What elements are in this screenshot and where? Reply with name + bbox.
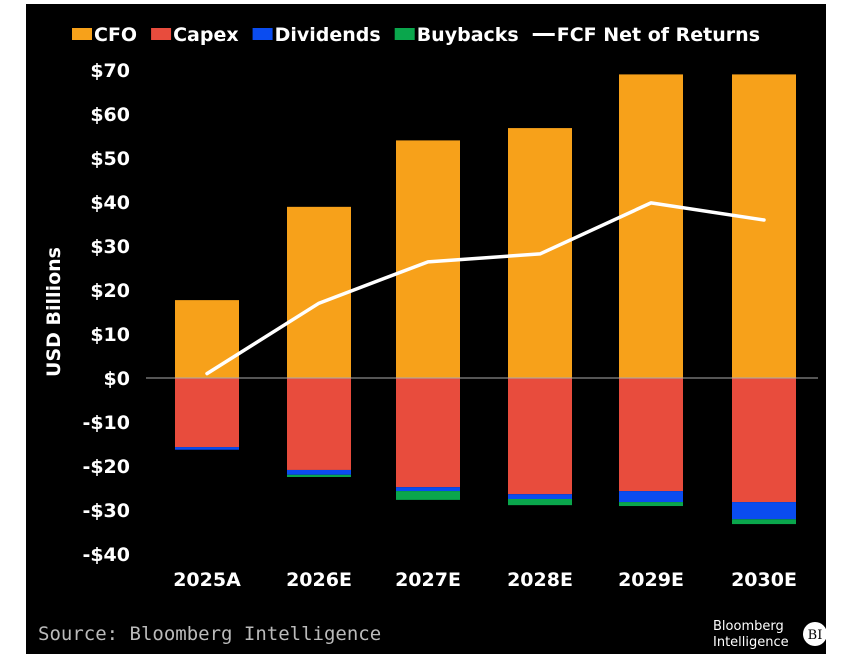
x-tick-label: 2028E [507,569,573,591]
bar-cfo [732,74,796,379]
legend-label: FCF Net of Returns [557,24,760,46]
bar-dividends [508,494,572,499]
bar-cfo [287,206,351,378]
bar-cfo [619,74,683,379]
legend-swatch [394,28,415,40]
bar-dividends [287,469,351,475]
bar-buybacks [287,474,351,477]
y-tick-label: $40 [90,192,130,214]
fcf-line-path [205,201,766,376]
y-tick-label: $70 [90,60,130,82]
bar-capex [508,378,572,495]
bar-buybacks [619,502,683,507]
bar-capex [287,378,351,470]
bar-capex [175,378,239,448]
bar-dividends [619,491,683,503]
bar-cfo [175,300,239,378]
bar-buybacks [396,491,460,500]
y-tick-label: $30 [90,236,130,258]
legend-swatch [72,28,92,40]
y-axis-label: USD Billions [43,247,65,377]
legend-label: CFO [94,24,137,46]
x-axis: 2025A 2026E 2027E 2028E 2029E 2030E [173,569,797,591]
legend-line-swatch [532,33,555,36]
y-tick-label: $20 [90,280,130,302]
y-tick-label: -$40 [82,544,130,566]
x-tick-label: 2026E [286,569,352,591]
x-tick-label: 2029E [618,569,684,591]
legend-swatch [252,28,273,40]
y-tick-label: -$30 [82,500,130,522]
source-note: Source: Bloomberg Intelligence [38,623,381,645]
x-tick-label: 2030E [731,569,797,591]
y-tick-label: $50 [90,148,130,170]
x-tick-label: 2027E [395,569,461,591]
bar-capex [619,378,683,492]
bloomberg-logo: Bloomberg Intelligence BI [713,619,827,650]
legend-label: Dividends [275,24,381,46]
legend-label: Capex [173,24,239,46]
y-tick-label: -$20 [82,456,130,478]
y-axis: $70 $60 $50 $40 $30 $20 $10 $0 -$10 -$20 -$30 -$40 [82,60,130,566]
y-tick-label: $0 [104,368,130,390]
fcf-line [205,201,766,376]
bar-dividends [396,487,460,492]
x-tick-label: 2025A [173,569,241,591]
bar-capex [396,378,460,488]
logo-line2: Intelligence [713,635,789,650]
y-tick-label: -$10 [82,412,130,434]
logo-line1: Bloomberg [713,619,784,634]
bars [175,74,796,525]
bar-capex [732,378,796,503]
y-tick-label: $60 [90,104,130,126]
legend-label: Buybacks [417,24,519,46]
bar-dividends [175,447,239,450]
bar-dividends [732,502,796,520]
legend-swatch [151,28,172,40]
bar-buybacks [508,499,572,506]
y-tick-label: $10 [90,324,130,346]
logo-badge: BI [808,628,823,643]
bar-buybacks [732,519,796,525]
legend: CFO Capex Dividends Buybacks FCF Net of Retu… [72,24,760,46]
